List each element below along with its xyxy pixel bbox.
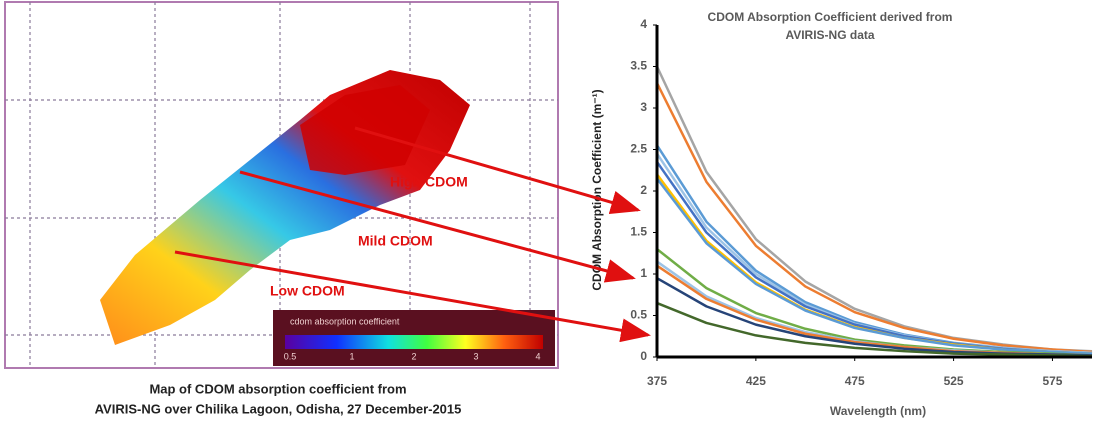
map-label: Low CDOM [270, 283, 345, 299]
colorbar-tick-label: 4 [535, 351, 540, 361]
colorbar-tick-label: 1 [349, 351, 354, 361]
plot: 0 0.5 1 1.5 2 2.5 3 3.5 4 375 425 475 525 575 [630, 17, 1093, 388]
colorbar [285, 335, 543, 349]
y-tick-label: 0.5 [630, 308, 647, 322]
x-tick-label: 575 [1042, 374, 1062, 388]
colorbar-tick-label: 3 [473, 351, 478, 361]
x-tick-label: 375 [647, 374, 667, 388]
series-line [655, 82, 1093, 354]
x-axis-label: Wavelength (nm) [830, 404, 926, 418]
series-line [656, 177, 1093, 355]
colorbar-tick-label: 2 [411, 351, 416, 361]
colorbar-tick-label: 0.5 [284, 351, 297, 361]
caption: Map of CDOM absorption coefficient from [149, 381, 406, 396]
y-tick-label: 0 [640, 349, 647, 363]
map-label: Mild CDOM [358, 233, 433, 249]
y-tick-label: 4 [640, 17, 647, 31]
arrows [174, 126, 651, 343]
y-tick-label: 2 [640, 183, 647, 197]
y-tick-label: 3 [640, 100, 647, 114]
y-tick-label: 3.5 [630, 59, 647, 73]
x-tick-label: 525 [944, 374, 964, 388]
y-tick-label: 1 [640, 266, 647, 280]
chart-title: CDOM Absorption Coefficient derived from… [707, 10, 953, 42]
x-tick-label: 475 [845, 374, 865, 388]
y-axis-label: CDOM Absorption Coefficient (m⁻¹) [590, 89, 604, 290]
y-tick-label: 1.5 [630, 225, 647, 239]
series-line [655, 144, 1093, 355]
y-tick-label: 2.5 [630, 142, 647, 156]
map-label: High CDOM [390, 174, 468, 190]
caption: AVIRIS-NG over Chilika Lagoon, Odisha, 2… [95, 401, 462, 416]
map: cdom absorption coefficient 0.5 1 2 3 4 High… [4, 1, 559, 416]
series-line [655, 65, 1093, 353]
x-tick-label: 425 [746, 374, 766, 388]
colorbar-title: cdom absorption coefficient [290, 316, 400, 326]
series-line [656, 301, 1093, 358]
